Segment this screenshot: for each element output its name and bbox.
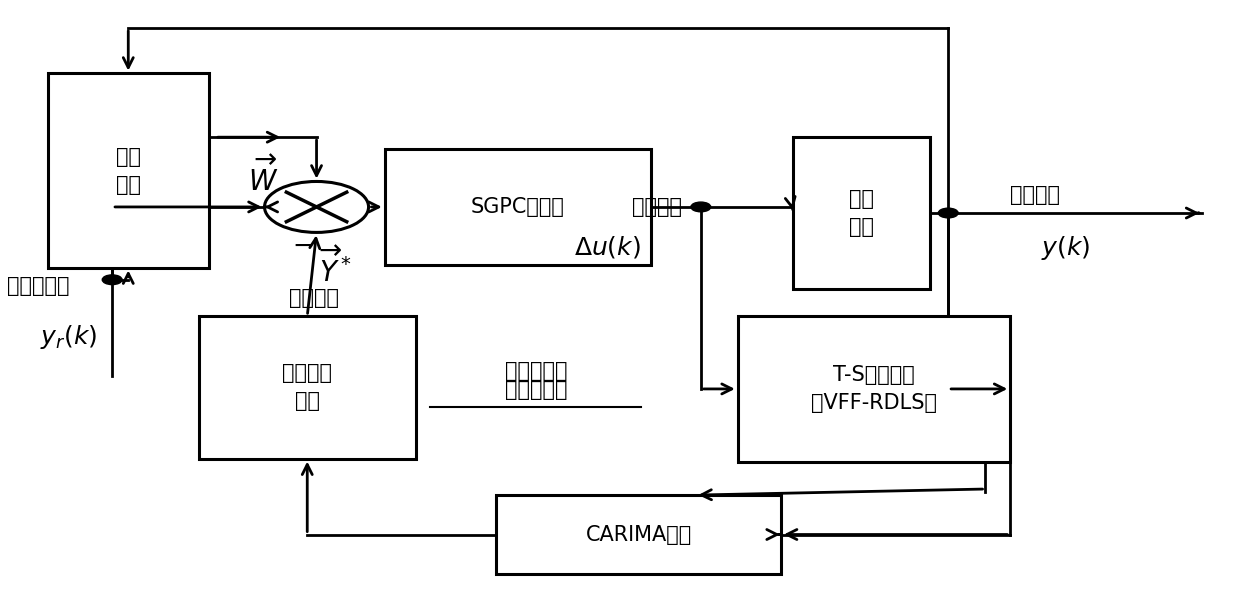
Text: $\Delta u(k)$: $\Delta u(k)$ [574,234,641,260]
Text: 预测输出
方程: 预测输出 方程 [283,364,332,412]
Text: 当前输出: 当前输出 [1009,185,1060,205]
Text: 未来输出: 未来输出 [289,288,339,308]
Text: $-$: $-$ [291,233,311,257]
FancyBboxPatch shape [48,74,208,268]
Text: 过去时刻的: 过去时刻的 [505,361,567,381]
Circle shape [939,208,959,218]
Text: CARIMA模型: CARIMA模型 [585,525,692,545]
FancyBboxPatch shape [738,316,1011,461]
Text: 输入和输出: 输入和输出 [505,380,567,400]
Text: $y(k)$: $y(k)$ [1042,233,1090,261]
Text: 设定期望值: 设定期望值 [7,276,69,296]
Text: T-S模糊辨识
（VFF-RDLS）: T-S模糊辨识 （VFF-RDLS） [811,365,937,413]
Text: $y_r(k)$: $y_r(k)$ [40,323,98,351]
Text: 被控
对象: 被控 对象 [849,189,874,237]
Circle shape [264,181,368,232]
Text: 当前控制: 当前控制 [632,197,682,217]
Circle shape [691,202,711,212]
Text: $\overrightarrow{Y}^*$: $\overrightarrow{Y}^*$ [319,247,351,288]
Circle shape [102,275,122,285]
FancyBboxPatch shape [384,150,651,264]
Text: SGPC控制器: SGPC控制器 [471,197,564,217]
FancyBboxPatch shape [496,495,781,574]
FancyBboxPatch shape [198,316,415,458]
FancyBboxPatch shape [794,137,930,289]
Text: $\overrightarrow{W}$: $\overrightarrow{W}$ [248,156,279,197]
Text: 柔化
处理: 柔化 处理 [115,147,141,195]
